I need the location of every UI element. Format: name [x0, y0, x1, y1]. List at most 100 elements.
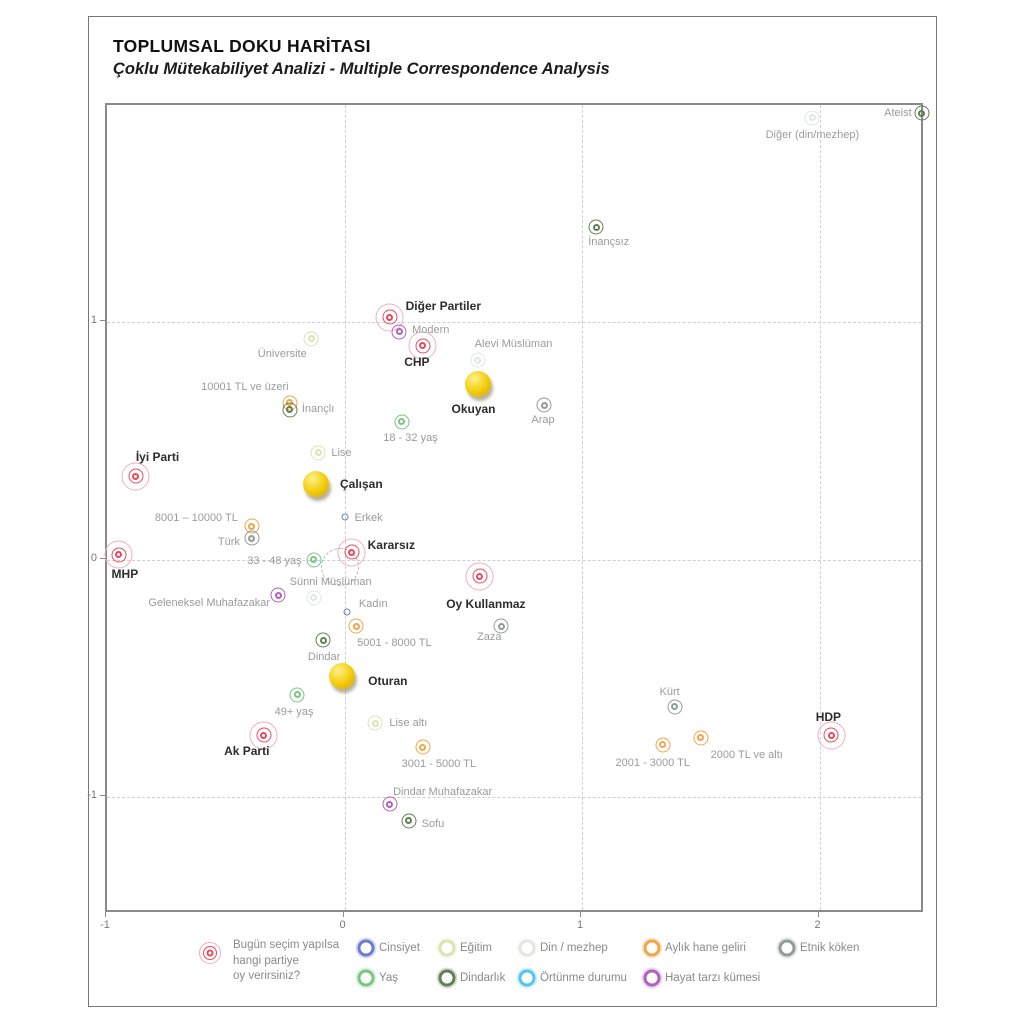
marker-ring-inner	[395, 328, 403, 335]
marker-ring-inner	[497, 622, 505, 630]
legend-label-hayat: Hayat tarzı kümesi	[665, 972, 761, 984]
x-axis-tick--1	[105, 911, 106, 917]
marker-ring-outer	[128, 468, 143, 484]
marker-ring-inner	[132, 472, 139, 480]
point-marker-tl-3001-5000	[415, 739, 431, 755]
point-label-okuyan: Okuyan	[451, 401, 496, 416]
marker-ring-inner	[307, 335, 315, 343]
marker-ring-inner	[293, 691, 301, 699]
marker-ring-outer	[401, 813, 417, 829]
point-label-tl-3001-5000: 3001 - 5000 TL	[401, 758, 477, 771]
point-label-kararsiz: Kararsız	[367, 538, 415, 553]
y-axis-label-1: 1	[90, 314, 97, 326]
legend-marker-party	[199, 942, 221, 964]
point-marker-iyi-parti	[121, 462, 150, 491]
marker-ring-outer	[493, 618, 509, 634]
point-label-arap: Arap	[531, 414, 555, 427]
marker-ring-outer	[693, 730, 709, 746]
legend-label-cinsiyet: Cinsiyet	[379, 942, 420, 954]
point-marker-chp	[408, 331, 437, 360]
point-marker-diger-partiler	[375, 303, 404, 332]
legend-label-yas: Yaş	[379, 972, 398, 984]
point-label-tl-8001-10000: 8001 – 10000 TL	[154, 512, 238, 525]
point-marker-sunni-musluman	[306, 590, 322, 605]
marker-ring-inner	[348, 548, 356, 556]
marker-ring-outer	[282, 402, 298, 418]
x-axis-label-1: 1	[576, 919, 584, 931]
marker-ring-outer	[382, 309, 398, 325]
x-axis-label--1: -1	[100, 919, 110, 931]
point-label-tl-2000-alti: 2000 TL ve altı	[710, 748, 783, 761]
point-marker-modern	[391, 324, 407, 339]
marker-ring-outer	[348, 618, 364, 634]
x-axis-tick-2	[817, 911, 819, 917]
marker-ring-inner	[206, 949, 214, 957]
point-label-erkek: Erkek	[354, 511, 383, 524]
point-label-inancli: İnançlı	[301, 402, 335, 415]
point-marker-dindar-muhafazakar	[382, 796, 398, 812]
point-label-lise: Lise	[331, 446, 352, 459]
marker-ring-outer	[588, 219, 604, 235]
x-axis-label-0: 0	[339, 919, 346, 931]
x-axis-label-2: 2	[814, 919, 821, 931]
marker-ring-outer	[344, 544, 360, 560]
marker-ring-outer	[289, 687, 305, 703]
gridline-x-2	[819, 105, 821, 910]
legend-marker-ortunme	[518, 969, 536, 987]
marker-ring-outer	[823, 727, 839, 743]
marker-ring-inner	[260, 731, 268, 739]
legend-marker-cinsiyet	[357, 939, 375, 957]
point-label-oy-kullanmaz: Oy Kullanmaz	[446, 597, 526, 612]
point-label-kurt: Kürt	[659, 685, 680, 698]
marker-ring-inner	[248, 534, 256, 542]
y-axis-tick-1	[100, 320, 106, 321]
legend-marker-yas	[357, 969, 375, 987]
legend-marker-etnik	[778, 939, 796, 957]
point-marker-kararsiz	[337, 538, 366, 567]
marker-ring-outer	[315, 632, 331, 648]
point-marker-tl-2001-3000	[655, 737, 671, 753]
point-label-hdp: HDP	[815, 710, 842, 725]
marker-ring-inner	[310, 556, 318, 563]
marker-ring-inner	[405, 817, 413, 825]
chart-title: TOPLUMSAL DOKU HARİTASI	[113, 36, 371, 56]
point-label-lise-alti: Lise altı	[389, 717, 428, 730]
marker-ring-inner	[476, 572, 484, 580]
marker-ring-outer	[415, 739, 431, 755]
point-label-tl-10001-uzeri: 10001 TL ve üzeri	[201, 380, 289, 393]
marker-dot	[343, 608, 351, 616]
marker-halo	[817, 721, 846, 750]
marker-ring-inner	[352, 622, 360, 630]
marker-ring-outer	[394, 414, 409, 430]
marker-ring-inner	[671, 703, 679, 711]
marker-ring-inner	[371, 719, 379, 727]
marker-ring-outer	[382, 796, 398, 812]
point-label-zaza: Zaza	[477, 631, 502, 643]
point-marker-kadin	[343, 608, 351, 616]
point-marker-dindar	[315, 632, 331, 648]
point-marker-geleneksel-muhafazakar	[270, 587, 286, 603]
point-marker-erkek	[341, 513, 348, 521]
point-marker-alevi-musluman	[470, 352, 485, 368]
legend-marker-egitim	[438, 939, 456, 957]
marker-ring-inner	[398, 418, 405, 426]
point-marker-kurt	[667, 699, 683, 715]
point-marker-lise-alti	[367, 715, 383, 731]
marker-ring-inner	[286, 406, 294, 414]
legend-label-dindarlik: Dindarlık	[460, 972, 506, 984]
marker-ring-outer	[367, 715, 383, 731]
point-label-diger-partiler: Diğer Partiler	[405, 299, 481, 314]
point-label-sofu: Sofu	[421, 817, 445, 830]
marker-ring-inner	[386, 313, 394, 321]
legend-label-ortunme: Örtünme durumu	[540, 972, 627, 984]
point-label-dindar-muhafazakar: Dindar Muhafazakar	[393, 786, 493, 799]
legend-marker-dindarlik	[438, 969, 456, 987]
point-marker-arap	[536, 397, 552, 413]
point-label-tl-5001-8000: 5001 - 8000 TL	[357, 637, 432, 649]
point-marker-diger-din-mezhep	[804, 110, 820, 126]
marker-ring-inner	[659, 741, 667, 749]
point-label-kadin: Kadın	[358, 597, 388, 610]
marker-ring-outer	[391, 324, 407, 339]
point-label-geleneksel-muhafazakar: Geleneksel Muhafazakar	[148, 597, 270, 610]
point-label-alevi-musluman: Alevi Müslüman	[474, 338, 553, 350]
